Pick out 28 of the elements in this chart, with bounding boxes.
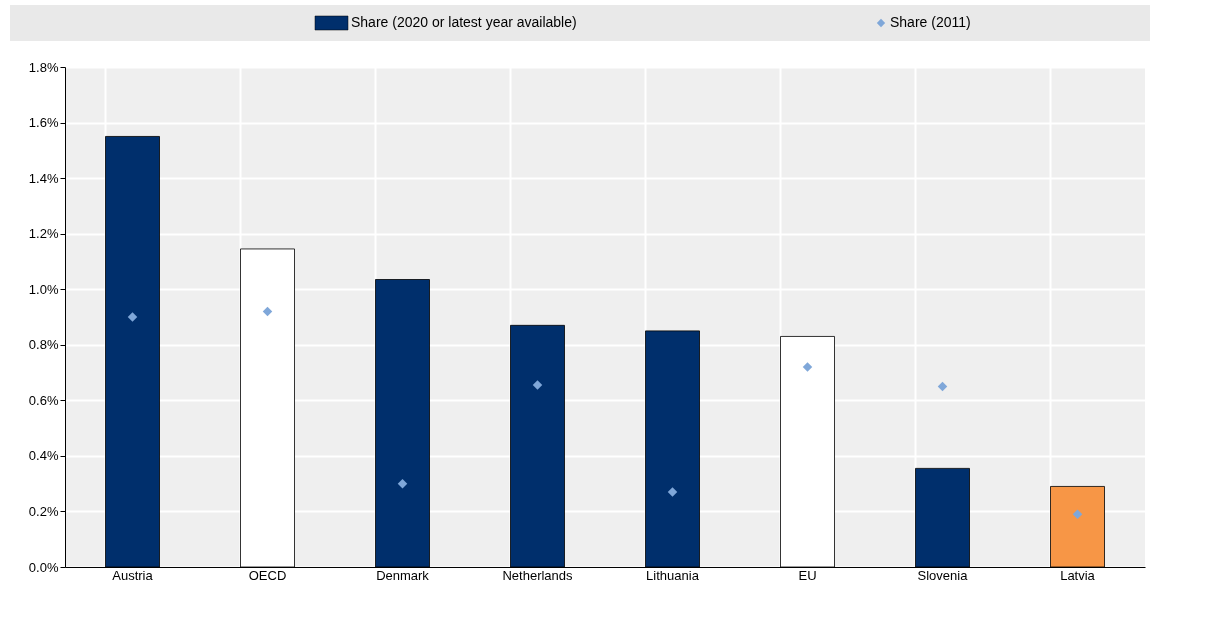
y-tick-label: 1.8% bbox=[28, 59, 59, 75]
y-tick-label: 0.6% bbox=[28, 392, 59, 408]
x-tick-label: Slovenia bbox=[917, 567, 969, 583]
point bbox=[127, 312, 138, 322]
y-tick-label: 0.0% bbox=[28, 559, 59, 575]
point bbox=[802, 362, 813, 372]
x-tick-label: Netherlands bbox=[502, 567, 574, 583]
x-tick-label: Lithuania bbox=[646, 567, 700, 583]
x-tick-label: OECD bbox=[248, 567, 287, 583]
x-tick-label: Latvia bbox=[1060, 567, 1096, 583]
y-tick-label: 1.2% bbox=[28, 226, 59, 242]
x-tick-label: Denmark bbox=[376, 567, 430, 583]
y-tick-label: 1.6% bbox=[28, 115, 59, 131]
x-tick-label: EU bbox=[798, 567, 817, 583]
point bbox=[532, 380, 543, 390]
y-tick-label: 1.4% bbox=[28, 170, 59, 186]
point bbox=[262, 306, 273, 317]
legend-label: Share (2020 or latest year available) bbox=[351, 14, 577, 30]
x-tick-label: Austria bbox=[112, 567, 154, 583]
point bbox=[1072, 509, 1083, 519]
legend-label: Share (2011) bbox=[890, 14, 971, 30]
point bbox=[667, 487, 678, 497]
point bbox=[937, 381, 948, 392]
point bbox=[397, 478, 408, 489]
y-tick-label: 0.8% bbox=[28, 337, 59, 353]
y-tick-label: 0.4% bbox=[28, 448, 59, 464]
y-tick-label: 1.0% bbox=[28, 281, 59, 297]
y-tick-label: 0.2% bbox=[28, 503, 59, 519]
